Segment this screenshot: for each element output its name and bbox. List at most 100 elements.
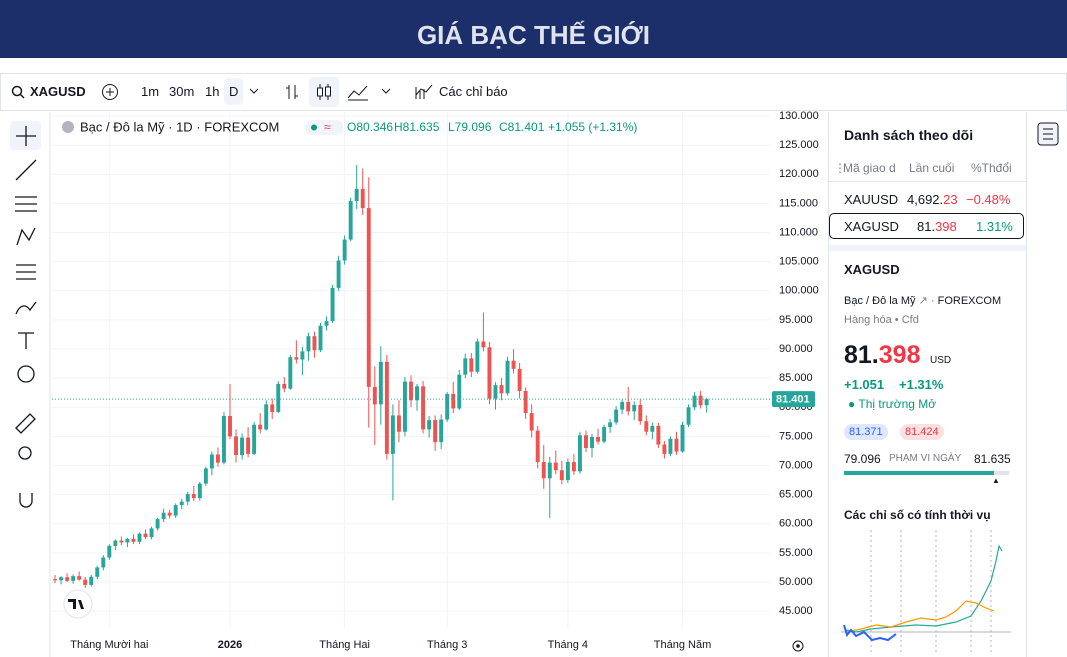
last-main: 4,692. — [907, 192, 944, 207]
symbol[interactable]: XAGUSD — [30, 84, 86, 99]
seasonal-line — [845, 600, 995, 633]
candle-body — [107, 545, 112, 558]
candles-icon[interactable] — [309, 77, 339, 107]
interval[interactable]: 1m — [141, 84, 160, 99]
last-price-label: 81.401 — [776, 394, 810, 406]
change-label: +1.055 (+1.31%) — [548, 120, 637, 134]
candle-body — [475, 341, 480, 372]
range-high: 81.635 — [974, 452, 1011, 466]
status-dot — [311, 124, 317, 131]
detail-description: Bạc / Đô la Mỹ ↗ · FOREXCOM — [844, 294, 1001, 307]
range-label: PHẠM VI NGÀY — [889, 453, 962, 464]
candle-body — [300, 351, 305, 360]
candle-body — [632, 404, 637, 412]
candle-body — [228, 416, 232, 437]
bars-icon[interactable] — [283, 83, 301, 101]
candle-body — [559, 470, 564, 481]
x-tick-label: Tháng Mười hai — [70, 639, 148, 651]
candle-body — [221, 416, 226, 463]
detail-change: +1.051 — [844, 377, 885, 392]
candle-body — [445, 393, 450, 420]
y-tick-label: 115.000 — [779, 197, 818, 209]
last-tail: 398 — [935, 219, 957, 234]
pattern-tool[interactable] — [16, 227, 36, 246]
emoji-tool[interactable] — [17, 365, 35, 383]
candle-body — [246, 437, 251, 454]
x-tick-label: Tháng Năm — [654, 639, 711, 651]
candle-body — [409, 381, 413, 401]
ruler-tool[interactable] — [15, 413, 36, 434]
candle-body — [366, 208, 371, 387]
dropdown[interactable] — [381, 86, 391, 96]
candle-body — [674, 438, 679, 452]
y-tick-label: 90.000 — [779, 343, 813, 355]
watch-symbol[interactable]: XAGUSD — [844, 219, 899, 234]
range-marker: ▲ — [992, 476, 1000, 485]
category: Hàng hóa — [844, 314, 892, 326]
candle-body — [306, 336, 311, 352]
candle-body — [499, 385, 504, 394]
text-tool[interactable] — [18, 332, 34, 349]
candle-body — [240, 437, 245, 456]
add-icon[interactable] — [101, 83, 119, 101]
external-icon[interactable]: ↗ · — [915, 295, 938, 307]
selected-row[interactable] — [829, 213, 1024, 239]
detail-category: Hàng hóa • Cfd — [844, 314, 919, 326]
indicator-icon[interactable] — [414, 83, 434, 101]
candle-body — [608, 422, 613, 428]
candle-body — [668, 438, 673, 454]
candle-body — [511, 360, 516, 369]
divider — [829, 245, 1026, 251]
candle-body — [83, 579, 88, 585]
projection-tool[interactable] — [16, 264, 36, 280]
candle-body — [662, 444, 667, 454]
line-tool[interactable] — [15, 159, 37, 181]
bid: 81.371 — [844, 424, 888, 440]
y-tick-label: 65.000 — [779, 489, 813, 501]
candle-body — [65, 577, 70, 581]
candle-body — [638, 404, 643, 422]
drag-handle: ⋮ — [834, 161, 846, 175]
candle-body — [191, 494, 196, 499]
fib-tool[interactable] — [15, 196, 37, 212]
candle-body — [264, 404, 269, 430]
source-icon — [62, 121, 74, 133]
magnet-tool[interactable] — [19, 493, 33, 508]
watch-last: 81.398 — [917, 219, 957, 234]
candle-body — [571, 462, 576, 472]
interval-active[interactable]: D — [224, 78, 244, 105]
interval[interactable]: 30m — [169, 84, 195, 99]
watchlist-icon[interactable] — [1037, 122, 1059, 146]
watch-symbol[interactable]: XAUUSD — [844, 192, 899, 207]
candle-body — [553, 462, 558, 471]
interval[interactable]: 1h — [205, 84, 220, 99]
candle-body — [324, 321, 329, 326]
ask: 81.424 — [900, 424, 944, 440]
candle-body — [71, 576, 76, 581]
candle-body — [101, 557, 106, 568]
dropdown[interactable] — [249, 86, 259, 96]
exchange: FOREXCOM — [937, 295, 1002, 307]
candle-body — [590, 436, 594, 449]
candle-body — [215, 454, 220, 463]
candle-body — [451, 393, 456, 409]
grid — [52, 112, 770, 628]
candle-body — [421, 386, 426, 430]
indicators-button[interactable]: Các chỉ báo — [439, 84, 508, 99]
column-header: Mã giao d — [843, 161, 896, 175]
area-icon[interactable] — [347, 83, 369, 101]
y-tick-label: 50.000 — [779, 576, 813, 588]
settings-icon[interactable] — [792, 640, 804, 652]
zoom-tool[interactable] — [18, 446, 32, 460]
candle-body — [626, 402, 631, 412]
crosshair-tool[interactable] — [16, 126, 36, 146]
brush-tool[interactable] — [15, 301, 37, 315]
drawing-tools — [10, 121, 41, 508]
candle-body — [143, 533, 148, 538]
last-main: 81. — [917, 219, 936, 234]
candle-body — [131, 538, 136, 542]
detail-symbol: XAGUSD — [844, 262, 900, 277]
search-icon[interactable] — [11, 85, 25, 99]
candle-body — [644, 421, 649, 432]
